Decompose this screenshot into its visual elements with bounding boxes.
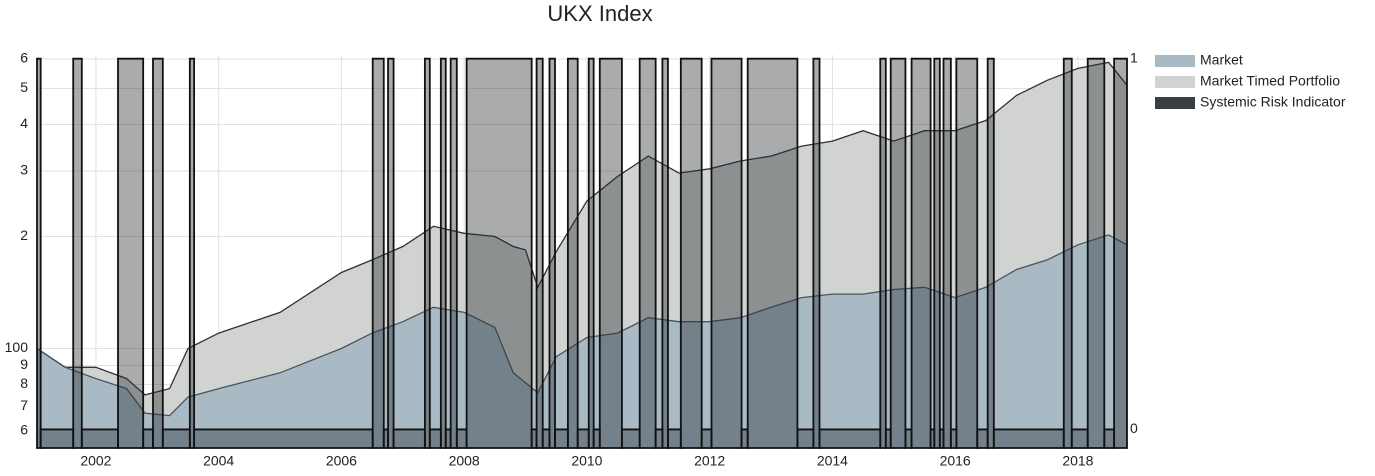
risk-step bbox=[152, 57, 164, 449]
y-tick-label: 4 bbox=[20, 115, 28, 131]
y-tick-label: 9 bbox=[20, 356, 28, 372]
risk-step bbox=[904, 428, 913, 449]
risk-step bbox=[1086, 57, 1106, 449]
y-tick-label: 6 bbox=[20, 50, 28, 66]
risk-step bbox=[592, 428, 601, 449]
risk-step bbox=[193, 428, 374, 449]
risk-step bbox=[910, 57, 932, 449]
risk-step bbox=[812, 57, 821, 449]
risk-step bbox=[1103, 428, 1116, 449]
risk-step bbox=[36, 57, 42, 449]
y-tick-label: 100 bbox=[5, 339, 29, 355]
y2-tick-label: 1 bbox=[1130, 49, 1138, 65]
x-tick-label: 2002 bbox=[80, 453, 111, 469]
y-tick-label: 6 bbox=[20, 422, 28, 438]
x-tick-label: 2014 bbox=[817, 453, 848, 469]
risk-step bbox=[554, 428, 569, 449]
x-tick-label: 2012 bbox=[694, 453, 725, 469]
risk-step bbox=[1062, 57, 1073, 449]
x-tick-label: 2006 bbox=[326, 453, 357, 469]
risk-step bbox=[371, 57, 385, 449]
risk-step bbox=[548, 57, 556, 449]
risk-step bbox=[142, 428, 154, 449]
legend-swatch bbox=[1155, 76, 1195, 88]
legend-label: Market Timed Portfolio bbox=[1200, 73, 1340, 89]
x-tick-label: 2004 bbox=[203, 453, 234, 469]
risk-step bbox=[541, 428, 551, 449]
risk-step bbox=[667, 428, 682, 449]
y-tick-label: 5 bbox=[20, 79, 28, 95]
risk-step bbox=[161, 428, 191, 449]
risk-step bbox=[465, 57, 533, 449]
risk-step bbox=[679, 57, 703, 449]
risk-step bbox=[879, 57, 887, 449]
risk-step bbox=[535, 57, 544, 449]
chart-title: UKX Index bbox=[547, 1, 652, 26]
legend-label: Market bbox=[1200, 52, 1243, 68]
y-tick-label: 2 bbox=[20, 227, 28, 243]
risk-step bbox=[796, 428, 815, 449]
risk-step bbox=[638, 57, 657, 449]
risk-step bbox=[439, 57, 447, 449]
risk-step bbox=[710, 57, 743, 449]
risk-step bbox=[1070, 428, 1089, 449]
risk-step bbox=[986, 57, 995, 449]
risk-step bbox=[423, 57, 431, 449]
risk-step bbox=[942, 57, 952, 449]
risk-step bbox=[976, 428, 989, 449]
legend-swatch bbox=[1155, 97, 1195, 109]
risk-step bbox=[392, 428, 426, 449]
risk-step bbox=[933, 57, 941, 449]
risk-step bbox=[566, 57, 579, 449]
risk-step bbox=[992, 428, 1065, 449]
y-tick-label: 8 bbox=[20, 375, 28, 391]
risk-step bbox=[700, 428, 713, 449]
risk-step bbox=[889, 57, 907, 449]
line bbox=[36, 234, 1128, 417]
y-tick-label: 3 bbox=[20, 162, 28, 178]
legend-swatch bbox=[1155, 55, 1195, 67]
risk-step bbox=[387, 57, 395, 449]
risk-step bbox=[587, 57, 595, 449]
risk-step bbox=[654, 428, 664, 449]
risk-step bbox=[620, 428, 641, 449]
risk-step bbox=[661, 57, 669, 449]
risk-step bbox=[80, 428, 119, 449]
risk-step bbox=[455, 428, 468, 449]
risk-step bbox=[428, 428, 442, 449]
risk-step bbox=[955, 57, 979, 449]
y2-tick-label: 0 bbox=[1130, 420, 1138, 436]
risk-step bbox=[117, 57, 145, 449]
risk-step bbox=[740, 428, 749, 449]
x-tick-label: 2016 bbox=[940, 453, 971, 469]
risk-step bbox=[39, 428, 75, 449]
x-tick-label: 2018 bbox=[1062, 453, 1093, 469]
risk-step bbox=[72, 57, 83, 449]
risk-step bbox=[576, 428, 590, 449]
y-tick-label: 7 bbox=[20, 397, 28, 413]
risk-step bbox=[746, 57, 799, 449]
risk-step bbox=[1113, 57, 1128, 449]
x-tick-label: 2008 bbox=[449, 453, 480, 469]
risk-step bbox=[188, 57, 196, 449]
risk-step bbox=[449, 57, 458, 449]
risk-step bbox=[598, 57, 623, 449]
area bbox=[37, 234, 1127, 448]
risk-step bbox=[818, 428, 882, 449]
x-tick-label: 2010 bbox=[571, 453, 602, 469]
legend-label: Systemic Risk Indicator bbox=[1200, 94, 1346, 110]
